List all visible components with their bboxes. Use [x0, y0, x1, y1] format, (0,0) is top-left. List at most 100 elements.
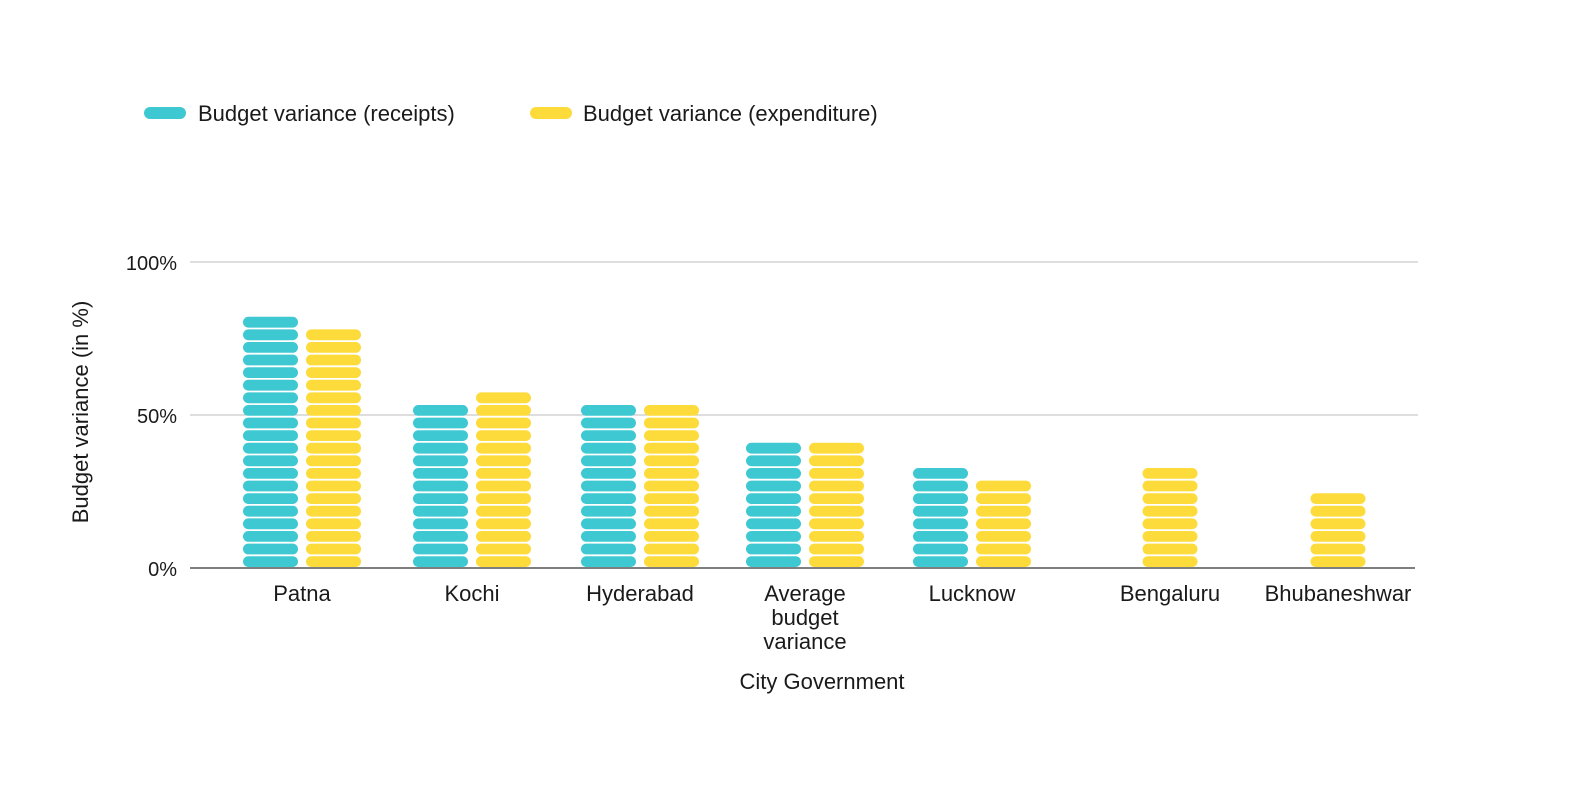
bar-segment	[413, 493, 468, 504]
bar-segment	[1310, 556, 1366, 567]
bar-segment	[413, 455, 468, 467]
bar-segment	[644, 417, 699, 429]
bar-segment	[243, 342, 298, 353]
bar-segment	[1142, 493, 1198, 504]
y-tick-label: 50%	[137, 406, 177, 428]
x-category-label: Average budget variance	[763, 581, 846, 654]
x-category-label-line: Lucknow	[929, 581, 1016, 606]
bar-segment	[581, 430, 636, 441]
bar-segment	[913, 505, 968, 517]
bar-segment	[306, 379, 361, 391]
bar-segment	[976, 531, 1031, 542]
bar-segment	[1310, 531, 1366, 542]
bar-segment	[243, 505, 298, 517]
bar-segment	[306, 556, 361, 567]
x-category-label-line: Bengaluru	[1120, 581, 1220, 606]
bars	[243, 316, 1366, 567]
bar-segment	[809, 442, 864, 454]
bar-segment	[413, 405, 468, 416]
bar	[976, 480, 1031, 567]
bar-segment	[644, 531, 699, 542]
bar-segment	[306, 367, 361, 378]
bar-segment	[413, 417, 468, 429]
bar-segment	[581, 531, 636, 542]
bar-segment	[913, 556, 968, 567]
bar-segment	[746, 556, 801, 567]
bar-segment	[413, 430, 468, 441]
bar-segment	[243, 379, 298, 391]
bar-segment	[1142, 531, 1198, 542]
bar-segment	[644, 556, 699, 567]
x-category-label: Bhubaneshwar	[1265, 581, 1412, 606]
bar-segment	[746, 493, 801, 504]
x-category-label-line: budget	[771, 605, 838, 630]
bar-segment	[306, 493, 361, 504]
bar-segment	[644, 505, 699, 517]
bar	[413, 405, 468, 567]
y-axis-title: Budget variance (in %)	[68, 301, 93, 524]
bar-segment	[306, 342, 361, 353]
legend-label-expenditure: Budget variance (expenditure)	[583, 101, 878, 126]
bar-segment	[976, 493, 1031, 504]
bar-segment	[644, 518, 699, 530]
bar-segment	[476, 505, 531, 517]
bar-segment	[243, 392, 298, 404]
bar-segment	[476, 392, 531, 404]
bar-segment	[913, 468, 968, 479]
bar-segment	[413, 505, 468, 517]
bar-segment	[476, 531, 531, 542]
bar-segment	[644, 543, 699, 555]
y-axis-ticks: 0% 50% 100%	[126, 253, 177, 581]
bar-segment	[976, 556, 1031, 567]
bar-segment	[476, 442, 531, 454]
bar-segment	[581, 543, 636, 555]
bar	[644, 405, 699, 567]
bar-segment	[913, 480, 968, 492]
bar-segment	[243, 442, 298, 454]
bar-segment	[243, 329, 298, 341]
bar-segment	[306, 480, 361, 492]
x-category-label-line: variance	[763, 629, 846, 654]
bar-segment	[644, 493, 699, 504]
bar-segment	[976, 518, 1031, 530]
bar-segment	[746, 505, 801, 517]
bar	[1310, 493, 1366, 567]
bar-segment	[243, 556, 298, 567]
bar-segment	[306, 392, 361, 404]
bar-segment	[809, 556, 864, 567]
x-category-label-line: Bhubaneshwar	[1265, 581, 1412, 606]
bar-segment	[413, 480, 468, 492]
bar-segment	[1142, 505, 1198, 517]
bar-segment	[581, 405, 636, 416]
bar-segment	[413, 468, 468, 479]
bar-segment	[1310, 493, 1366, 504]
bar-segment	[1310, 518, 1366, 530]
bar-segment	[644, 442, 699, 454]
bar-segment	[476, 417, 531, 429]
bar-segment	[581, 556, 636, 567]
bar-segment	[476, 518, 531, 530]
bar-segment	[413, 518, 468, 530]
bar-segment	[476, 430, 531, 441]
bar-segment	[306, 531, 361, 542]
bar-segment	[1142, 556, 1198, 567]
bar	[913, 468, 968, 567]
bar-segment	[746, 543, 801, 555]
bar-segment	[413, 442, 468, 454]
bar-segment	[809, 505, 864, 517]
bar-segment	[476, 405, 531, 416]
bar-segment	[1310, 505, 1366, 517]
bar-segment	[581, 455, 636, 467]
bar-segment	[644, 430, 699, 441]
bar-segment	[243, 405, 298, 416]
bar-segment	[476, 556, 531, 567]
bar-segment	[1142, 518, 1198, 530]
bar-segment	[913, 518, 968, 530]
bar-segment	[306, 505, 361, 517]
bar-segment	[809, 518, 864, 530]
bar-segment	[809, 468, 864, 479]
x-axis-title: City Government	[739, 669, 904, 694]
bar-segment	[581, 468, 636, 479]
bar-segment	[243, 455, 298, 467]
